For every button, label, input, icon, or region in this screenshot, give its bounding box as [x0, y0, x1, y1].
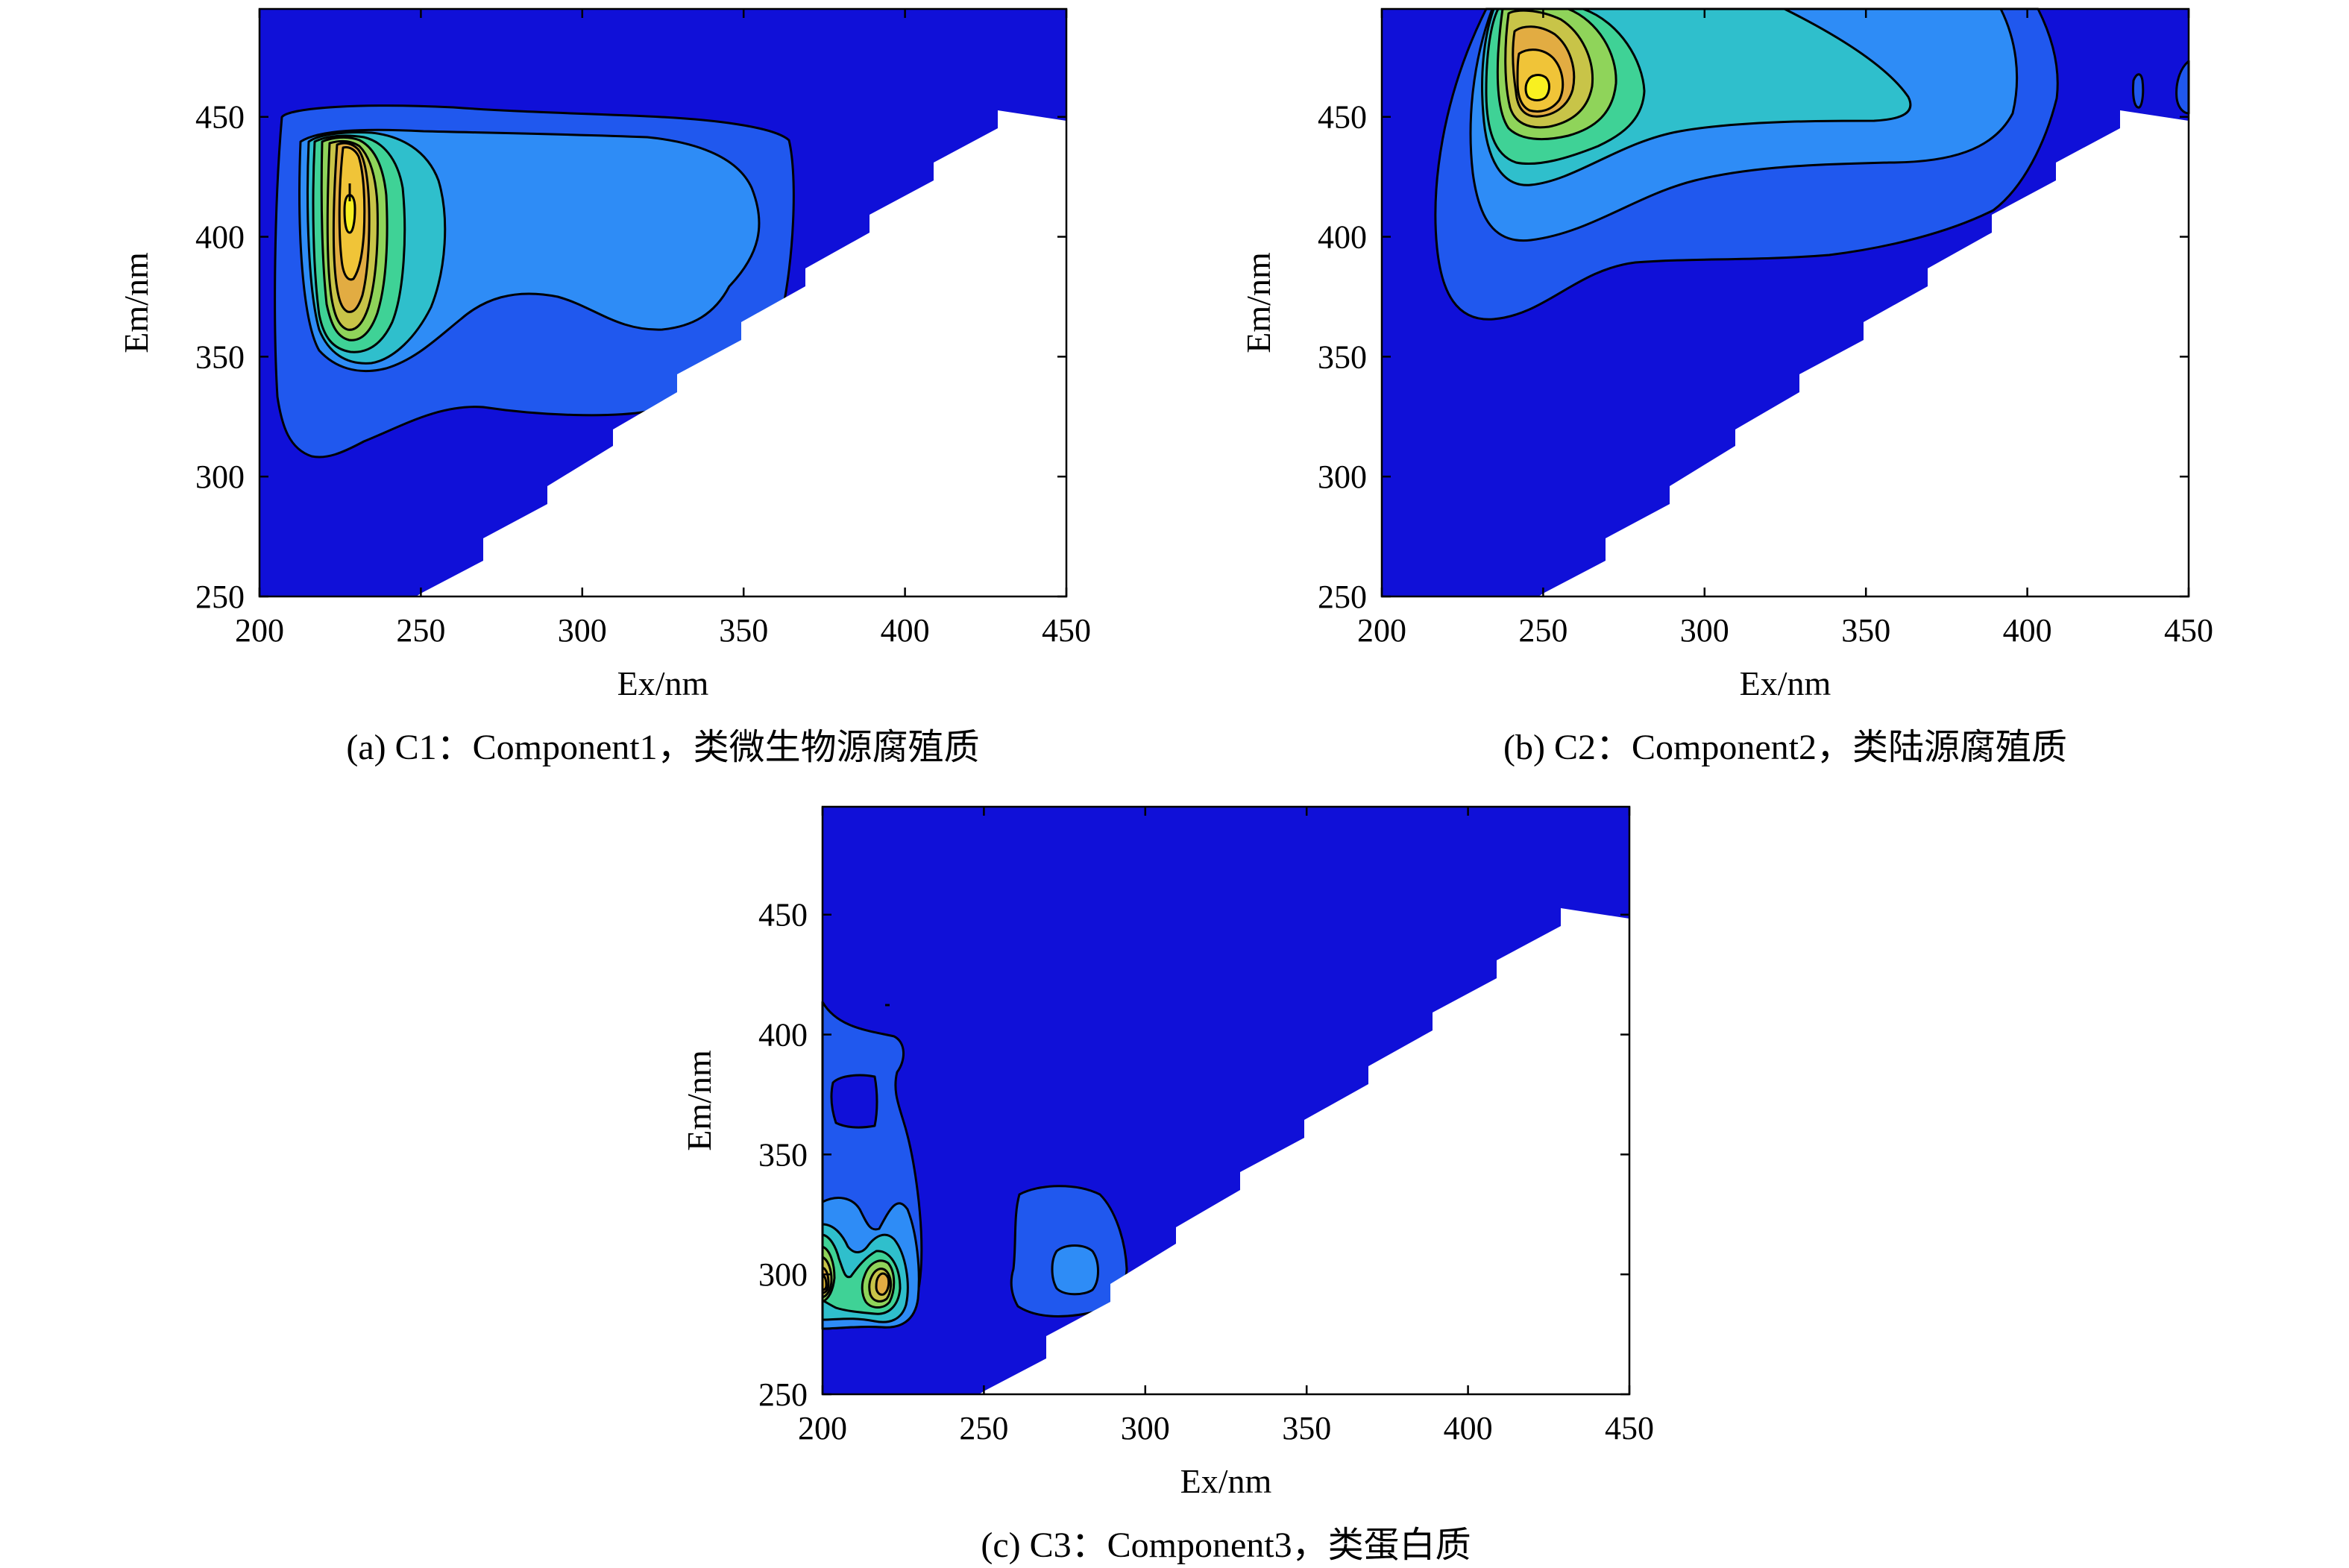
y-ticks: 250 300 350 400 450	[1318, 99, 2189, 615]
plot-frame	[1380, 7, 2190, 598]
x-tick-label: 200	[1357, 612, 1406, 649]
contour-right-spot-2	[2175, 60, 2190, 115]
y-tick-label: 400	[1318, 219, 1367, 256]
x-tick-label: 450	[1605, 1410, 1654, 1446]
contour-level-9	[343, 194, 356, 234]
panel-caption: (b) C2：Component2，类陆源腐殖质	[1503, 728, 2067, 767]
y-tick-label: 350	[758, 1136, 808, 1173]
contour-layers	[274, 104, 795, 459]
contour-level-1-hole	[830, 1074, 878, 1129]
y-tick-label: 300	[1318, 459, 1367, 495]
x-tick-label: 450	[2164, 612, 2213, 649]
y-tick-label: 250	[1318, 579, 1367, 615]
contour-layers	[1434, 7, 2190, 321]
x-tick-label: 250	[1518, 612, 1567, 649]
x-tick-label: 350	[719, 612, 768, 649]
contour-level-7	[821, 1266, 890, 1296]
y-axis-title: Em/nm	[117, 252, 155, 353]
y-tick-label: 400	[758, 1017, 808, 1054]
x-tick-label: 200	[235, 612, 284, 649]
y-tick-label: 450	[195, 99, 245, 136]
x-tick-label: 300	[1121, 1410, 1170, 1446]
x-tick-label: 300	[1680, 612, 1729, 649]
y-tick-label: 300	[195, 459, 245, 495]
excluded-region	[416, 110, 1066, 596]
x-axis-title: Ex/nm	[617, 664, 709, 702]
x-tick-label: 250	[396, 612, 445, 649]
x-tick-label: 400	[1444, 1410, 1493, 1446]
y-tick-label: 250	[195, 579, 245, 615]
y-axis-title: Em/nm	[1239, 252, 1277, 353]
y-tick-label: 400	[195, 219, 245, 256]
panel-caption: (a) C1：Component1，类微生物源腐殖质	[346, 728, 979, 767]
y-tick-label: 450	[1318, 99, 1367, 136]
y-tick-label: 450	[758, 897, 808, 933]
x-tick-label: 400	[881, 612, 930, 649]
excluded-region	[979, 908, 1629, 1394]
panel-caption: (c) C3：Component3，类蛋白质	[981, 1526, 1471, 1565]
x-tick-label: 200	[798, 1410, 847, 1446]
y-ticks: 250 300 350 400 450	[758, 897, 1629, 1413]
y-tick-label: 350	[195, 339, 245, 375]
contour-protein-level-2	[1051, 1244, 1099, 1296]
contour-level-9	[1524, 74, 1550, 101]
plot-frame	[821, 805, 1631, 1396]
x-tick-label: 350	[1282, 1410, 1331, 1446]
y-tick-label: 300	[758, 1256, 808, 1293]
x-tick-label: 350	[1841, 612, 1890, 649]
x-tick-label: 450	[1042, 612, 1091, 649]
plot-frame	[258, 7, 1068, 598]
x-tick-label: 400	[2003, 612, 2052, 649]
y-ticks: 250 300 350 400 450	[195, 99, 1066, 615]
excluded-region	[1538, 110, 2189, 596]
y-axis-title: Em/nm	[680, 1050, 718, 1151]
contour-layers	[821, 1001, 1128, 1330]
x-tick-label: 300	[558, 612, 607, 649]
x-tick-label: 250	[959, 1410, 1008, 1446]
contour-level-6	[821, 1256, 893, 1303]
x-ticks: 200 250 300 350 400 450	[235, 9, 1091, 649]
y-tick-label: 250	[758, 1376, 808, 1413]
contour-right-spot-1	[2132, 73, 2145, 109]
x-axis-title: Ex/nm	[1180, 1462, 1272, 1500]
x-ticks: 200 250 300 350 400 450	[798, 807, 1654, 1446]
x-axis-title: Ex/nm	[1740, 664, 1831, 702]
x-ticks: 200 250 300 350 400 450	[1357, 9, 2213, 649]
y-tick-label: 350	[1318, 339, 1367, 375]
